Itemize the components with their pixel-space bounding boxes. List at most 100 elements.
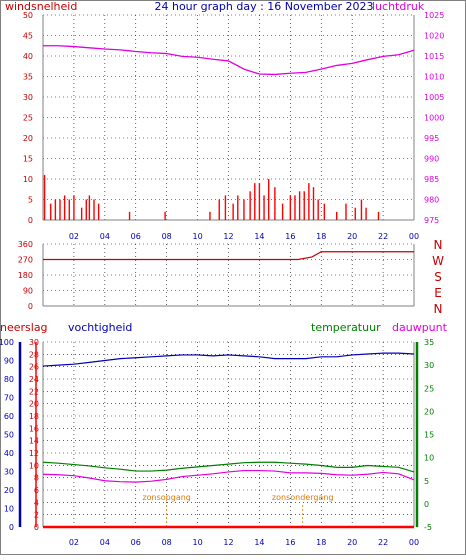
p3-x-tick: 08 — [162, 538, 172, 547]
p1-y-tick-right: 985 — [424, 175, 439, 184]
p3-x-tick: 20 — [347, 538, 357, 547]
humidity-line — [42, 352, 415, 367]
temperature-line — [42, 461, 415, 473]
p1-y-tick-left: 15 — [23, 155, 33, 164]
p1-y-tick-right: 975 — [424, 216, 439, 225]
p1-y-tick-right: 1010 — [424, 73, 444, 82]
label-temperatuur: temperatuur — [311, 321, 381, 334]
label-luchtdruk: luchtdruk — [372, 0, 425, 13]
p3-y-tick-vochtigheid: 90 — [4, 357, 14, 366]
p3-y-tick-neerslag: 30 — [29, 338, 39, 347]
p3-x-tick: 12 — [223, 538, 233, 547]
wind-pressure-panel: 0510152025303540455097598098599099510001… — [23, 11, 445, 241]
p1-x-tick: 02 — [69, 232, 79, 241]
p3-y-tick-temp: 10 — [424, 454, 434, 463]
p1-y-tick-right: 1005 — [424, 93, 444, 102]
pressure-line — [43, 45, 415, 76]
p3-y-tick-temp: 35 — [424, 338, 434, 347]
p1-y-tick-right: 990 — [424, 155, 439, 164]
p3-y-tick-vochtigheid: 100 — [0, 338, 14, 347]
p3-y-tick-vochtigheid: 80 — [4, 375, 14, 384]
direction-label: E — [434, 286, 442, 300]
p3-y-tick-temp: -5 — [424, 523, 432, 532]
p2-y-tick: 180 — [18, 271, 33, 280]
p1-x-tick: 10 — [192, 232, 202, 241]
temp-humidity-panel: 0246810121416182022242628300102030405060… — [0, 338, 434, 547]
p2-y-tick: 0 — [28, 302, 33, 311]
p3-y-tick-neerslag: 16 — [29, 424, 39, 433]
p1-x-tick: 12 — [223, 232, 233, 241]
p1-y-tick-right: 995 — [424, 134, 439, 143]
p3-y-tick-vochtigheid: 20 — [4, 486, 14, 495]
p1-x-tick: 04 — [100, 232, 110, 241]
p3-x-tick: 00 — [409, 538, 419, 547]
p3-x-tick: 18 — [316, 538, 326, 547]
sunrise-label: zonsopgang — [142, 493, 190, 502]
p3-y-tick-vochtigheid: 50 — [4, 431, 14, 440]
p1-y-tick-left: 30 — [23, 93, 33, 102]
p3-x-tick: 06 — [131, 538, 141, 547]
p3-x-tick: 16 — [285, 538, 295, 547]
wind-direction-line — [43, 251, 414, 261]
p1-x-tick: 16 — [285, 232, 295, 241]
chart-title: 24 hour graph day : 16 November 2023 — [154, 0, 373, 13]
p2-y-tick: 360 — [18, 240, 33, 249]
p1-y-tick-left: 0 — [28, 216, 33, 225]
p1-y-tick-left: 20 — [23, 134, 33, 143]
p1-x-tick: 14 — [254, 232, 264, 241]
p1-x-tick: 22 — [378, 232, 388, 241]
p3-x-tick: 02 — [69, 538, 79, 547]
direction-label: W — [432, 254, 444, 268]
p1-y-tick-left: 40 — [23, 52, 33, 61]
p1-x-tick: 20 — [347, 232, 357, 241]
p3-y-tick-neerslag: 20 — [29, 400, 39, 409]
p3-y-tick-neerslag: 12 — [29, 449, 39, 458]
p3-y-tick-temp: 30 — [424, 361, 434, 370]
p1-y-tick-left: 10 — [23, 175, 33, 184]
p3-x-tick: 10 — [192, 538, 202, 547]
p1-y-tick-right: 1025 — [424, 11, 444, 20]
p1-y-tick-left: 50 — [23, 11, 33, 20]
sunset-label: zonsondergang — [272, 493, 334, 502]
p1-y-tick-right: 1000 — [424, 114, 444, 123]
p1-x-tick: 00 — [409, 232, 419, 241]
direction-label: N — [434, 238, 443, 252]
p3-y-tick-neerslag: 26 — [29, 363, 39, 372]
p1-x-tick: 08 — [162, 232, 172, 241]
p3-y-tick-vochtigheid: 40 — [4, 449, 14, 458]
p3-y-tick-neerslag: 18 — [29, 412, 39, 421]
label-vochtigheid: vochtigheid — [68, 321, 132, 334]
p3-y-tick-temp: 25 — [424, 384, 434, 393]
p3-y-tick-temp: 20 — [424, 407, 434, 416]
direction-label: N — [434, 302, 443, 316]
p3-y-tick-temp: 0 — [424, 500, 429, 509]
label-dauwpunt: dauwpunt — [392, 321, 448, 334]
p2-y-tick: 270 — [18, 256, 33, 265]
p1-y-tick-left: 45 — [23, 32, 33, 41]
p3-y-tick-vochtigheid: 60 — [4, 412, 14, 421]
p3-x-tick: 22 — [378, 538, 388, 547]
p1-y-tick-right: 1020 — [424, 32, 444, 41]
p3-x-tick: 14 — [254, 538, 264, 547]
p1-y-tick-left: 35 — [23, 73, 33, 82]
p1-x-tick: 18 — [316, 232, 326, 241]
p3-y-tick-vochtigheid: 30 — [4, 468, 14, 477]
p3-y-tick-vochtigheid: 0 — [9, 523, 14, 532]
label-windsnelheid: windsnelheid — [5, 0, 77, 13]
p1-y-tick-left: 5 — [28, 196, 33, 205]
p1-x-tick: 06 — [131, 232, 141, 241]
p3-y-tick-neerslag: 22 — [29, 387, 39, 396]
p3-y-tick-vochtigheid: 70 — [4, 394, 14, 403]
p3-y-tick-neerslag: 0 — [34, 523, 39, 532]
p1-y-tick-right: 980 — [424, 196, 439, 205]
p3-y-tick-neerslag: 24 — [29, 375, 39, 384]
p3-y-tick-vochtigheid: 10 — [4, 505, 14, 514]
p1-y-tick-left: 25 — [23, 114, 33, 123]
p3-x-tick: 04 — [100, 538, 110, 547]
p3-y-tick-neerslag: 10 — [29, 461, 39, 470]
p3-y-tick-temp: 5 — [424, 477, 429, 486]
